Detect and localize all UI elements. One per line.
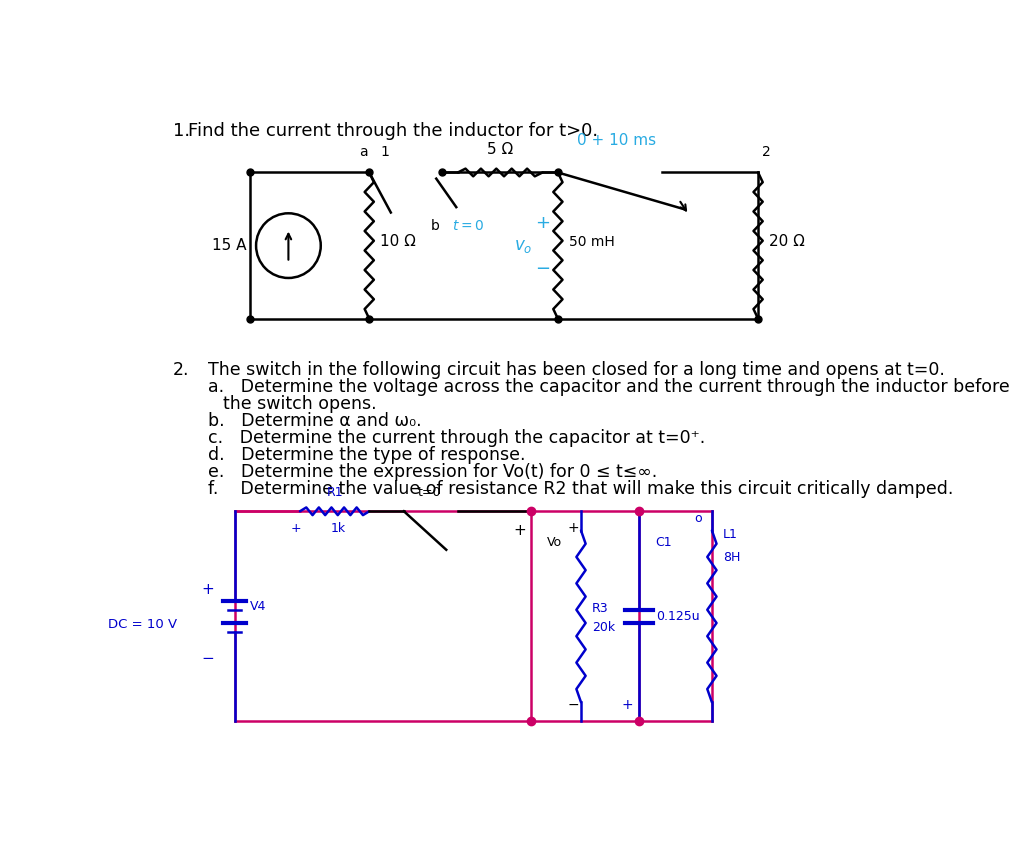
Text: c.   Determine the current through the capacitor at t=0⁺.: c. Determine the current through the cap…: [208, 429, 705, 447]
Text: b.   Determine α and ω₀.: b. Determine α and ω₀.: [208, 412, 421, 430]
Text: 20 Ω: 20 Ω: [769, 235, 805, 249]
Text: 0 + 10 ms: 0 + 10 ms: [578, 133, 656, 148]
Text: −: −: [535, 260, 550, 278]
Text: 2.: 2.: [173, 361, 189, 379]
Text: V4: V4: [250, 600, 266, 613]
Text: Find the current through the inductor for t>0.: Find the current through the inductor fo…: [188, 123, 598, 141]
Text: a.   Determine the voltage across the capacitor and the current through the indu: a. Determine the voltage across the capa…: [208, 378, 1010, 396]
Text: a: a: [358, 145, 368, 158]
Text: 15 A: 15 A: [212, 238, 246, 253]
Text: d.   Determine the type of response.: d. Determine the type of response.: [208, 446, 525, 464]
Text: +: +: [535, 213, 550, 231]
Text: t=0: t=0: [418, 486, 441, 499]
Text: b: b: [430, 219, 439, 233]
Text: e.   Determine the expression for Vo(t) for 0 ≤ t≤∞.: e. Determine the expression for Vo(t) fo…: [208, 462, 656, 481]
Text: +: +: [622, 698, 633, 711]
Text: R1: R1: [327, 486, 343, 499]
Text: 8H: 8H: [723, 551, 740, 564]
Text: 5 Ω: 5 Ω: [487, 142, 513, 157]
Text: L1: L1: [723, 528, 737, 541]
Text: −: −: [567, 698, 580, 711]
Text: 0.125u: 0.125u: [655, 610, 699, 623]
Text: $v_o$: $v_o$: [514, 236, 532, 255]
Text: 1: 1: [380, 145, 389, 158]
Text: $t = 0$: $t = 0$: [452, 219, 484, 233]
Text: 50 mH: 50 mH: [568, 235, 614, 249]
Text: o: o: [694, 512, 701, 525]
Text: R3: R3: [592, 602, 608, 615]
Text: 1k: 1k: [331, 522, 346, 535]
Text: Vo: Vo: [547, 535, 561, 549]
Text: DC = 10 V: DC = 10 V: [108, 617, 177, 630]
Text: 20k: 20k: [592, 622, 615, 634]
Text: 10 Ω: 10 Ω: [380, 235, 416, 249]
Text: −: −: [201, 651, 214, 667]
Text: 2: 2: [762, 145, 771, 158]
Text: 1.: 1.: [173, 123, 190, 141]
Text: f.    Determine the value of resistance R2 that will make this circuit criticall: f. Determine the value of resistance R2 …: [208, 479, 953, 498]
Text: +: +: [201, 582, 214, 597]
Text: the switch opens.: the switch opens.: [223, 395, 377, 413]
Text: The switch in the following circuit has been closed for a long time and opens at: The switch in the following circuit has …: [208, 361, 944, 379]
Text: C1: C1: [655, 535, 673, 549]
Text: +: +: [567, 521, 580, 535]
Text: +: +: [513, 523, 525, 538]
Text: +: +: [291, 522, 301, 535]
